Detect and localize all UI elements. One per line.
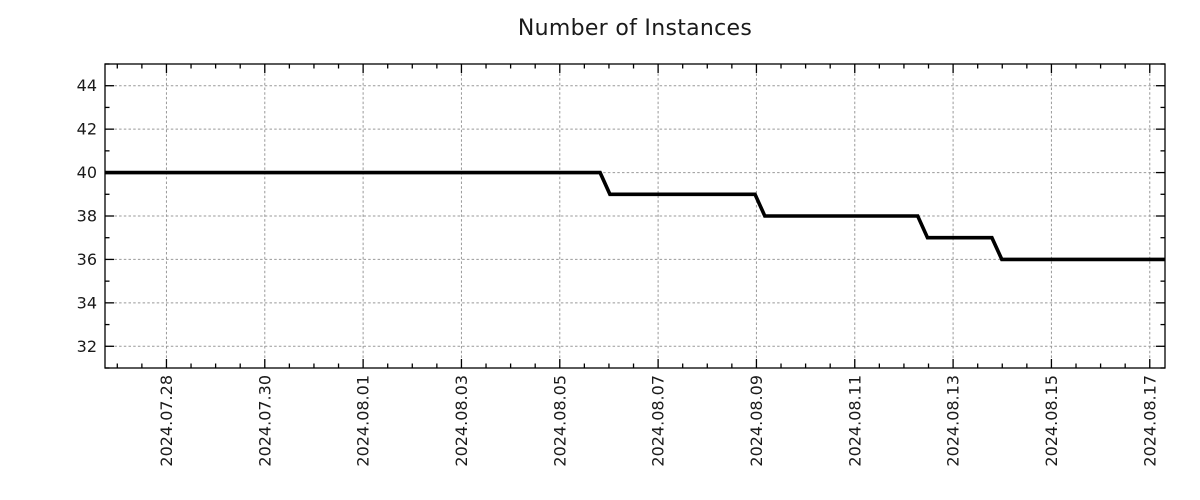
y-tick-label: 42 bbox=[77, 120, 97, 139]
x-tick-label: 2024.08.01 bbox=[354, 375, 373, 467]
x-tick-label: 2024.08.11 bbox=[845, 375, 864, 467]
x-tick-label: 2024.08.03 bbox=[452, 375, 471, 467]
plot-border bbox=[104, 63, 1166, 369]
y-tick-label: 32 bbox=[77, 337, 97, 356]
chart-title: Number of Instances bbox=[517, 16, 753, 41]
x-tick-label: 2024.08.07 bbox=[649, 375, 668, 467]
y-tick-label: 38 bbox=[77, 207, 97, 226]
y-tick-label: 44 bbox=[77, 76, 97, 95]
x-tick-label: 2024.08.15 bbox=[1042, 375, 1061, 467]
x-tick-label: 2024.08.05 bbox=[550, 375, 569, 467]
x-tick-label: 2024.08.17 bbox=[1140, 375, 1159, 467]
y-tick-label: 36 bbox=[77, 250, 97, 269]
x-tick-label: 2024.07.30 bbox=[255, 375, 274, 467]
x-tick-label: 2024.08.09 bbox=[747, 375, 766, 467]
y-tick-label: 34 bbox=[77, 293, 97, 312]
x-tick-label: 2024.08.13 bbox=[944, 375, 963, 467]
y-tick-label: 40 bbox=[77, 163, 97, 182]
instances-line bbox=[105, 170, 1165, 262]
x-tick-label: 2024.07.28 bbox=[157, 375, 176, 467]
